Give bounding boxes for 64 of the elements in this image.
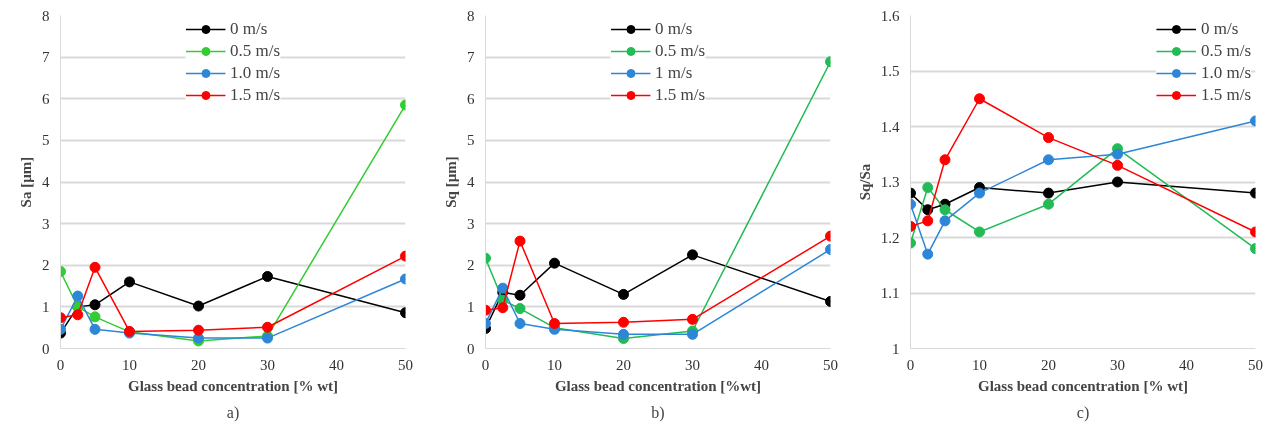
y-tick-label: 4 xyxy=(467,174,475,190)
x-tick-label: 30 xyxy=(685,356,700,373)
legend-label: 1.5 m/s xyxy=(654,85,706,105)
y-tick-label: 6 xyxy=(467,90,475,107)
text: b) xyxy=(651,403,665,422)
legend-label: 0 m/s xyxy=(654,19,693,39)
legend-label: 0.5 m/s xyxy=(229,41,281,61)
legend-label: 1.0 m/s xyxy=(229,63,281,83)
y-tick-label: 0 xyxy=(467,340,475,357)
y-tick-label: 7 xyxy=(467,49,475,66)
legend-label: 1.5 m/s xyxy=(229,85,281,105)
y-axis-title: Sq [µm] xyxy=(443,156,459,208)
x-tick-label: 30 xyxy=(1110,356,1125,373)
x-tick-label: 40 xyxy=(329,356,344,373)
x-tick-label: 20 xyxy=(616,356,631,373)
x-tick-label: 10 xyxy=(547,356,562,373)
x-tick-label: 0 xyxy=(481,356,490,373)
legend-label: 0 m/s xyxy=(229,19,268,39)
x-tick-label: 0 xyxy=(906,356,915,373)
y-tick-label: 1.1 xyxy=(880,285,900,301)
y-tick-label: 7 xyxy=(42,49,50,66)
text: c) xyxy=(1076,403,1090,422)
y-tick-label: 1.2 xyxy=(880,229,900,246)
y-tick-label: 5 xyxy=(42,132,50,149)
x-axis-title: Glass bead concentration [%wt] xyxy=(554,377,762,394)
y-tick-label: 5 xyxy=(467,132,475,149)
legend-label: 1.5 m/s xyxy=(1200,85,1251,105)
legend-label: 0.5 m/s xyxy=(654,41,706,61)
y-tick-label: 3 xyxy=(42,215,50,232)
y-tick-label: 8 xyxy=(42,7,50,24)
x-tick-label: 0 xyxy=(56,356,65,373)
text: a) xyxy=(226,403,240,422)
legend-label: 1.0 m/s xyxy=(1200,63,1251,83)
x-tick-label: 40 xyxy=(754,356,769,373)
y-tick-label: 0 xyxy=(42,340,50,357)
y-tick-label: 1.4 xyxy=(880,118,900,135)
x-axis-title: Glass bead concentration [% wt] xyxy=(978,377,1189,394)
x-axis-title: Glass bead concentration [% wt] xyxy=(128,377,339,394)
y-axis-title: Sq/Sa xyxy=(856,163,873,201)
y-axis-title: Sa [µm] xyxy=(18,156,34,208)
x-tick-label: 40 xyxy=(1179,356,1194,373)
y-tick-label: 2 xyxy=(42,257,50,274)
legend-label: 1 m/s xyxy=(654,63,693,83)
x-tick-label: 50 xyxy=(823,356,838,373)
x-tick-label: 20 xyxy=(191,356,206,373)
y-tick-label: 2 xyxy=(467,257,475,274)
y-tick-label: 1 xyxy=(42,298,50,315)
y-tick-label: 1.3 xyxy=(880,174,900,190)
y-tick-label: 1.5 xyxy=(880,63,900,79)
y-tick-label: 8 xyxy=(467,7,475,24)
y-tick-label: 1.6 xyxy=(880,7,900,24)
x-tick-label: 50 xyxy=(398,356,413,373)
y-tick-label: 6 xyxy=(42,90,50,107)
legend-label: 0.5 m/s xyxy=(1200,41,1251,61)
x-tick-label: 10 xyxy=(122,356,137,373)
x-tick-label: 30 xyxy=(260,356,275,373)
legend-label: 0 m/s xyxy=(1200,19,1239,39)
y-tick-label: 3 xyxy=(467,215,475,232)
x-tick-label: 20 xyxy=(1041,356,1056,373)
y-tick-label: 1 xyxy=(467,298,475,315)
x-tick-label: 10 xyxy=(972,356,987,373)
y-tick-label: 1 xyxy=(892,340,900,357)
y-tick-label: 4 xyxy=(42,174,50,190)
x-tick-label: 50 xyxy=(1248,356,1263,373)
